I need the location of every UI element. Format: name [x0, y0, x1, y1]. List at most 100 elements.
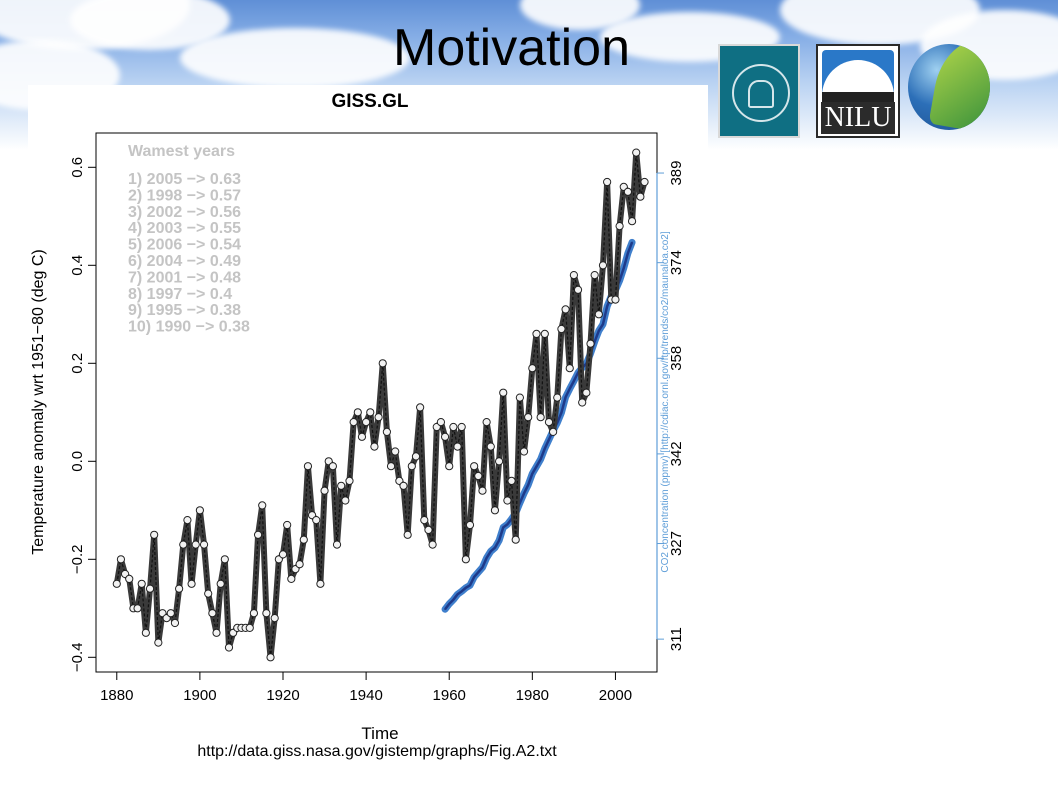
co2-data-point — [489, 550, 492, 553]
temperature-data-point — [357, 432, 367, 441]
temperature-data-point — [494, 457, 504, 466]
temperature-data-point — [382, 427, 391, 436]
annotation-line: 4) 2003 −> 0.55 — [128, 220, 241, 237]
temperature-data-point — [524, 413, 533, 422]
nilu-logo: NILU — [816, 44, 900, 138]
co2-data-point — [502, 526, 505, 529]
temperature-data-point — [507, 476, 516, 485]
temperature-data-point — [440, 432, 450, 441]
temperature-data-point — [204, 589, 213, 598]
temperature-data-point — [598, 261, 608, 270]
temperature-data-point — [187, 579, 196, 588]
temperature-data-point — [266, 653, 275, 662]
co2-data-point — [485, 557, 488, 559]
co2-data-point — [564, 396, 567, 398]
annotation-line: 8) 1997 −> 0.4 — [128, 286, 232, 303]
co2-data-point — [606, 305, 608, 308]
co2-data-point — [622, 267, 625, 269]
temperature-data-point — [461, 555, 470, 564]
temperature-data-point — [366, 408, 375, 417]
co2-data-point — [481, 566, 484, 569]
temperature-data-point — [486, 442, 495, 451]
temperature-data-point — [420, 516, 429, 525]
chart-title: GISS.GL — [331, 91, 408, 112]
co2-data-point — [494, 546, 496, 549]
temperature-data-point — [249, 609, 259, 618]
globe-leaf-logo — [908, 44, 990, 130]
temperature-data-point — [278, 550, 288, 559]
temperature-data-point — [549, 427, 558, 436]
annotation-line: 10) 1990 −> 0.38 — [128, 319, 250, 336]
co2-data-point — [573, 380, 575, 382]
x-tick-label: 1920 — [266, 687, 299, 704]
temperature-data-point — [141, 628, 150, 637]
temperature-data-point — [640, 177, 649, 187]
y2-tick-label: 342 — [668, 441, 685, 466]
temperature-data-point — [490, 506, 500, 515]
temperature-data-point — [208, 609, 217, 618]
temperature-data-point — [320, 486, 329, 495]
temperature-data-point — [511, 535, 520, 544]
co2-data-point — [465, 586, 467, 589]
annotation-line: 9) 1995 −> 0.38 — [128, 302, 241, 319]
temperature-data-point — [532, 329, 541, 338]
y2-axis-label: CO2 concentration (ppmv) [http://cdiac.o… — [660, 231, 671, 573]
x-tick-label: 1880 — [100, 687, 133, 704]
temperature-data-point — [316, 579, 325, 588]
nilu-logo-text: NILU — [821, 102, 895, 134]
y-tick-label: 0.4 — [69, 255, 86, 276]
x-tick-label: 1960 — [433, 687, 466, 704]
co2-data-point — [469, 584, 471, 587]
temperature-data-point — [312, 516, 321, 525]
temperature-data-point — [449, 422, 458, 432]
temperature-data-point — [457, 422, 466, 432]
temperature-data-point — [199, 540, 209, 549]
co2-data-point — [568, 387, 571, 390]
y2-tick-label: 311 — [668, 627, 685, 651]
temperature-data-point — [220, 555, 229, 564]
temperature-data-point — [536, 413, 545, 422]
x-tick-label: 1900 — [183, 687, 216, 704]
slide-title: Motivation — [393, 19, 630, 77]
co2-data-point — [598, 329, 600, 332]
co2-data-point — [452, 598, 455, 601]
temperature-data-point — [175, 584, 184, 593]
y2-tick-label: 389 — [668, 161, 685, 186]
co2-data-point — [539, 458, 542, 461]
temperature-data-point — [145, 584, 155, 593]
annotation-heading: Wamest years — [128, 143, 235, 160]
temperature-data-point — [378, 359, 387, 368]
temperature-data-point — [349, 418, 358, 427]
temperature-data-point — [636, 192, 645, 201]
annotation-line: 5) 2006 −> 0.54 — [128, 237, 241, 254]
temperature-data-point — [133, 604, 142, 613]
seal-icon — [732, 64, 790, 122]
temperature-data-point — [303, 462, 313, 471]
annotation-line: 7) 2001 −> 0.48 — [128, 269, 241, 286]
temperature-data-point — [416, 403, 425, 412]
temperature-data-point — [166, 609, 175, 618]
co2-data-point — [627, 252, 629, 254]
y2-tick-label: 327 — [668, 531, 685, 556]
temperature-data-point — [270, 614, 279, 623]
temperature-data-point — [125, 574, 134, 583]
x-tick-label: 1940 — [349, 687, 382, 704]
temperature-data-point — [283, 520, 292, 530]
co2-data-point — [631, 241, 633, 244]
temperature-data-point — [623, 187, 633, 196]
temperature-co2-chart: GISS.GL Wamest years 1) 2005 −> 0.632) 1… — [30, 91, 685, 760]
temperature-data-point — [436, 418, 446, 427]
co2-data-point — [444, 608, 446, 611]
temperature-data-point — [370, 442, 379, 451]
annotation-line: 1) 2005 −> 0.63 — [128, 171, 241, 188]
temperature-data-point — [565, 364, 574, 373]
temperature-data-point — [150, 530, 159, 539]
co2-data-point — [477, 571, 480, 574]
temperature-data-point — [154, 638, 163, 647]
co2-data-point — [593, 340, 596, 343]
co2-series-line — [441, 238, 636, 613]
temperature-data-point — [499, 388, 508, 397]
y-tick-label: 0.2 — [69, 353, 86, 374]
temperature-data-point — [478, 486, 487, 495]
temperature-data-point — [112, 579, 121, 588]
